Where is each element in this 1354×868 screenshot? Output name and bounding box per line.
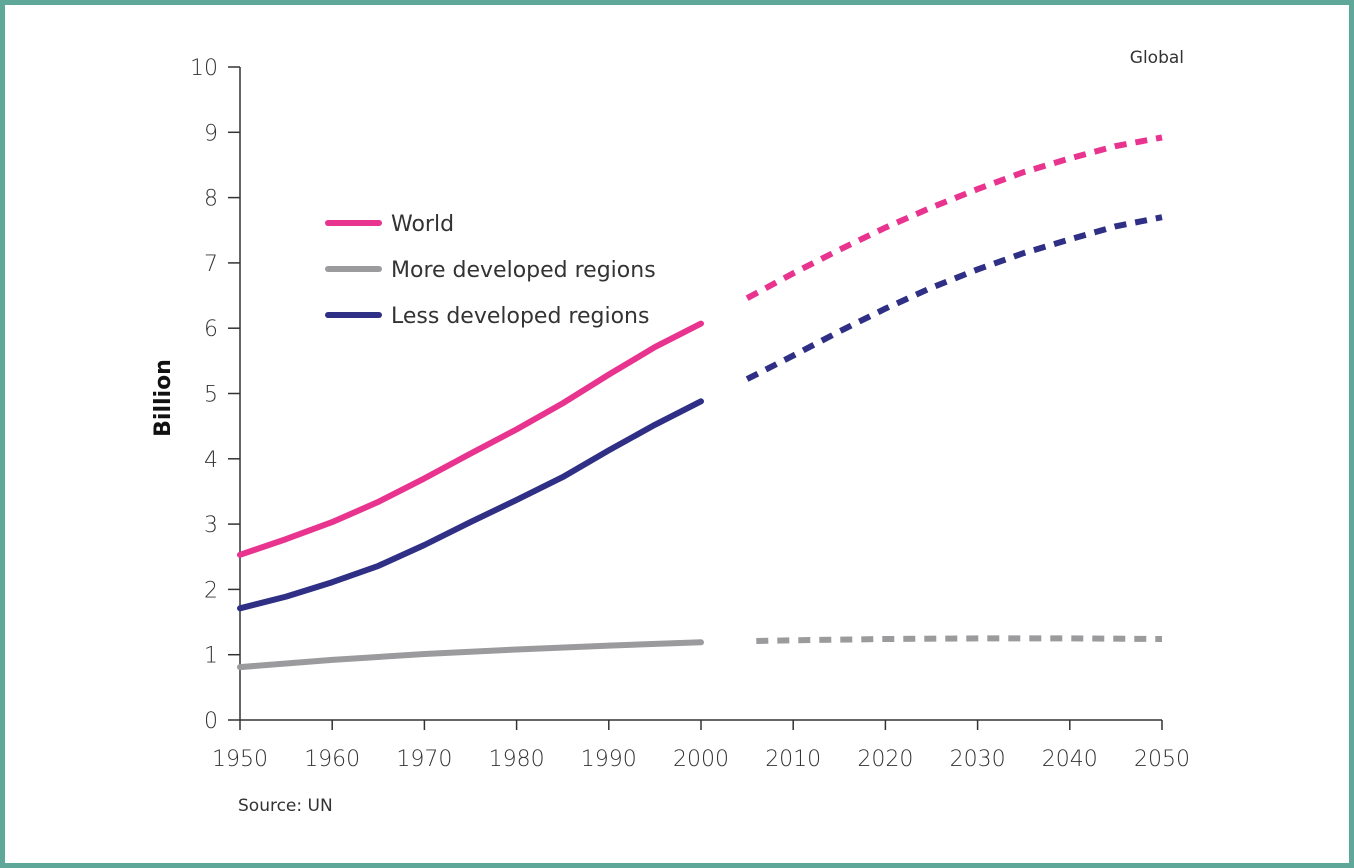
y-tick-label: 10	[190, 56, 218, 81]
series-line-world	[237, 320, 704, 558]
series-line-more-developed-regions	[237, 639, 704, 671]
region-label: Global	[1130, 48, 1184, 68]
x-tick-label: 2050	[1134, 747, 1190, 772]
x-tick-label: 1980	[489, 747, 545, 772]
population-chart: 0 1 2 3 4 5 6 7 8 9 10 1950 1960 1970 1980 1990 2000 2010…	[151, 48, 1190, 816]
x-tick-label: 2040	[1042, 747, 1098, 772]
x-tick-label: 2000	[673, 747, 729, 772]
y-tick-label: 2	[204, 578, 218, 603]
y-axis-label: Billion	[151, 359, 176, 437]
x-tick-label: 2030	[950, 747, 1006, 772]
y-tick-label: 7	[204, 252, 218, 277]
y-tick-label: 3	[204, 513, 218, 538]
y-tick-label: 8	[204, 187, 218, 212]
x-tick-label: 2010	[765, 747, 821, 772]
y-tick-label: 6	[204, 317, 218, 342]
x-tick-label: 1960	[304, 747, 360, 772]
series-projection-less-developed-regions	[745, 214, 1163, 382]
y-tick-label: 4	[204, 448, 218, 473]
x-tick-label: 1950	[212, 747, 268, 772]
series-projection-more-developed-regions	[756, 635, 1163, 644]
series-line-less-developed-regions	[237, 398, 704, 612]
x-tick-label: 1990	[581, 747, 637, 772]
y-tick-label: 0	[204, 709, 218, 734]
series-projection-world	[745, 134, 1163, 301]
legend-label-world: World	[391, 212, 454, 237]
source-note: Source: UN	[238, 796, 333, 816]
legend: World More developed regions Less develope…	[325, 212, 656, 329]
series-layer	[237, 134, 1163, 671]
legend-label-more-developed-regions: More developed regions	[391, 258, 656, 283]
y-tick-label: 9	[204, 121, 218, 146]
y-tick-label: 1	[204, 644, 218, 669]
x-tick-label: 2020	[857, 747, 913, 772]
axes: 0 1 2 3 4 5 6 7 8 9 10 1950 1960 1970 1980 1990 2000 2010…	[190, 56, 1190, 772]
x-tick-label: 1970	[396, 747, 452, 772]
y-tick-label: 5	[204, 383, 218, 408]
legend-label-less-developed-regions: Less developed regions	[391, 304, 649, 329]
